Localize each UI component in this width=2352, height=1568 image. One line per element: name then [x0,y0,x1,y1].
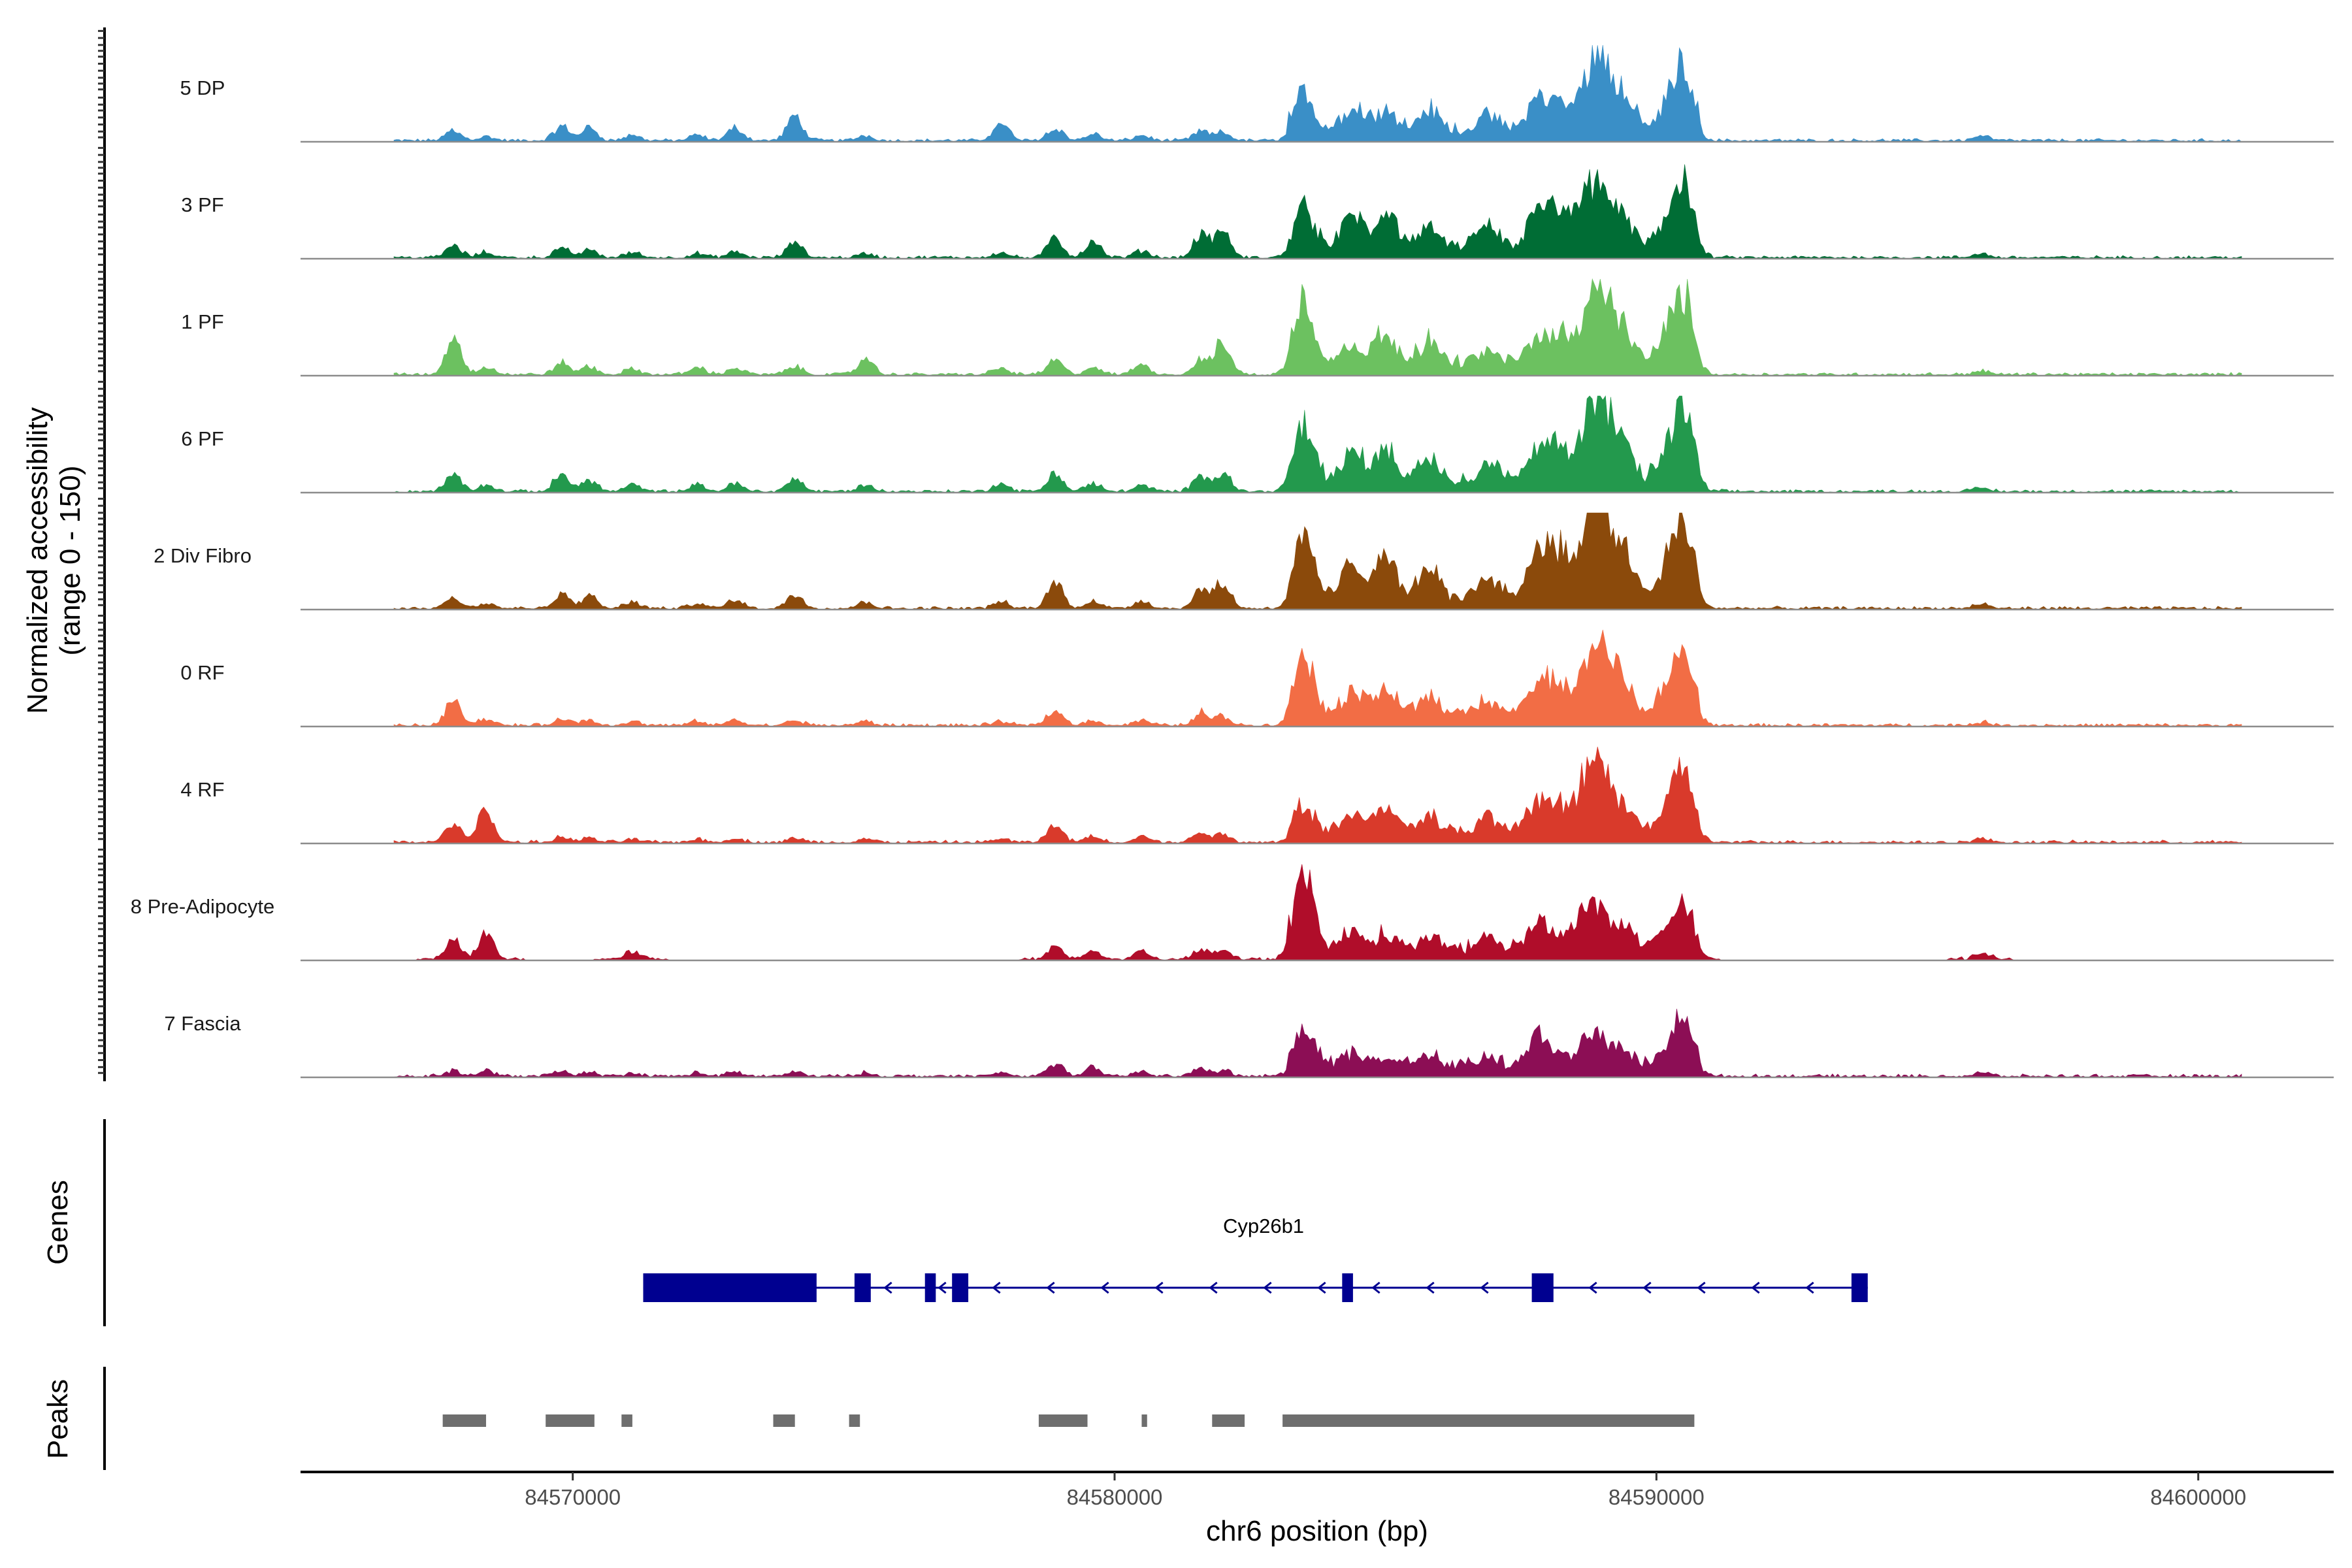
x-tick-label: 84600000 [2150,1485,2246,1509]
track-7-fascia: 7 Fascia [164,1008,2334,1079]
strand-arrow [1805,1281,1814,1294]
track-label: 6 PF [181,427,223,450]
track-3-pf: 3 PF [181,164,2334,260]
strand-arrow [1317,1281,1326,1294]
track-label: 2 Div Fibro [154,544,252,567]
coverage-area [393,278,2242,376]
track-label: 1 PF [181,310,223,333]
coverage-tracks: 5 DP 3 PF 1 PF 6 PF 2 Div Fibro 0 RF 4 RF 8 Pre… [131,44,2334,1079]
peak-region [1212,1414,1245,1427]
x-tick-label: 84590000 [1609,1485,1705,1509]
track-4-rf: 4 RF [180,746,2334,845]
peak-region [621,1414,632,1427]
coverage-area [393,44,2242,142]
track-5-dp: 5 DP [180,44,2334,143]
peak-panel [442,1414,1695,1427]
strand-arrow [938,1281,947,1294]
strand-arrow [1426,1281,1435,1294]
coverage-area [393,164,2242,259]
strand-arrow [1046,1281,1055,1294]
peak-region [546,1414,595,1427]
coverage-axis [98,27,106,1081]
strand-arrow [1154,1281,1164,1294]
strand-arrow [1371,1281,1380,1294]
peak-region [1141,1414,1147,1427]
coverage-area [393,1008,2242,1078]
peak-region [1038,1414,1088,1427]
peaks-panel-title: Peaks [42,1379,74,1459]
gene-exon [924,1273,936,1302]
strand-arrow [1100,1281,1109,1294]
strand-arrow [1588,1281,1597,1294]
x-axis-title: chr6 position (bp) [1206,1515,1428,1547]
y-axis-title-line2: (range 0 - 150) [54,465,86,655]
peak-region [442,1414,486,1427]
track-6-pf: 6 PF [181,395,2334,494]
genes-panel-title: Genes [42,1180,74,1265]
track-label: 7 Fascia [164,1012,241,1035]
gene-panel [643,1273,1868,1302]
strand-arrow [1480,1281,1489,1294]
coverage-area [393,746,2242,844]
peak-region [773,1414,795,1427]
track-0-rf: 0 RF [180,629,2334,728]
track-label: 8 Pre-Adipocyte [131,895,275,918]
track-2-div-fibro: 2 Div Fibro [154,512,2334,611]
track-label: 0 RF [180,661,224,684]
strand-arrow [1209,1281,1218,1294]
gene-name-label: Cyp26b1 [1223,1215,1304,1237]
gene-exon [1531,1273,1554,1302]
gene-exon [643,1273,817,1302]
gene-exon [1342,1273,1353,1302]
strand-arrow [1697,1281,1706,1294]
strand-arrow [1642,1281,1652,1294]
gene-exon [854,1273,871,1302]
coverage-area [394,864,2242,961]
coverage-area [393,629,2242,727]
gene-exon [952,1273,969,1302]
strand-arrow [1751,1281,1760,1294]
strand-arrow [992,1281,1001,1294]
coverage-area [393,512,2242,610]
strand-arrow [883,1281,892,1294]
peak-region [849,1414,860,1427]
x-axis-ticks: 84570000 84580000 84590000 84600000 [525,1472,2246,1509]
peak-region [1282,1414,1695,1427]
x-tick-label: 84570000 [525,1485,621,1509]
strand-arrow [1263,1281,1272,1294]
coverage-area [393,395,2242,493]
track-label: 4 RF [180,778,224,801]
track-label: 3 PF [181,193,223,216]
y-axis-title-line1: Normalized accessibility [22,407,54,713]
gene-exon [1851,1273,1868,1302]
track-label: 5 DP [180,76,225,99]
track-1-pf: 1 PF [181,278,2334,377]
track-8-pre-adipocyte: 8 Pre-Adipocyte [131,864,2334,962]
x-tick-label: 84580000 [1067,1485,1163,1509]
